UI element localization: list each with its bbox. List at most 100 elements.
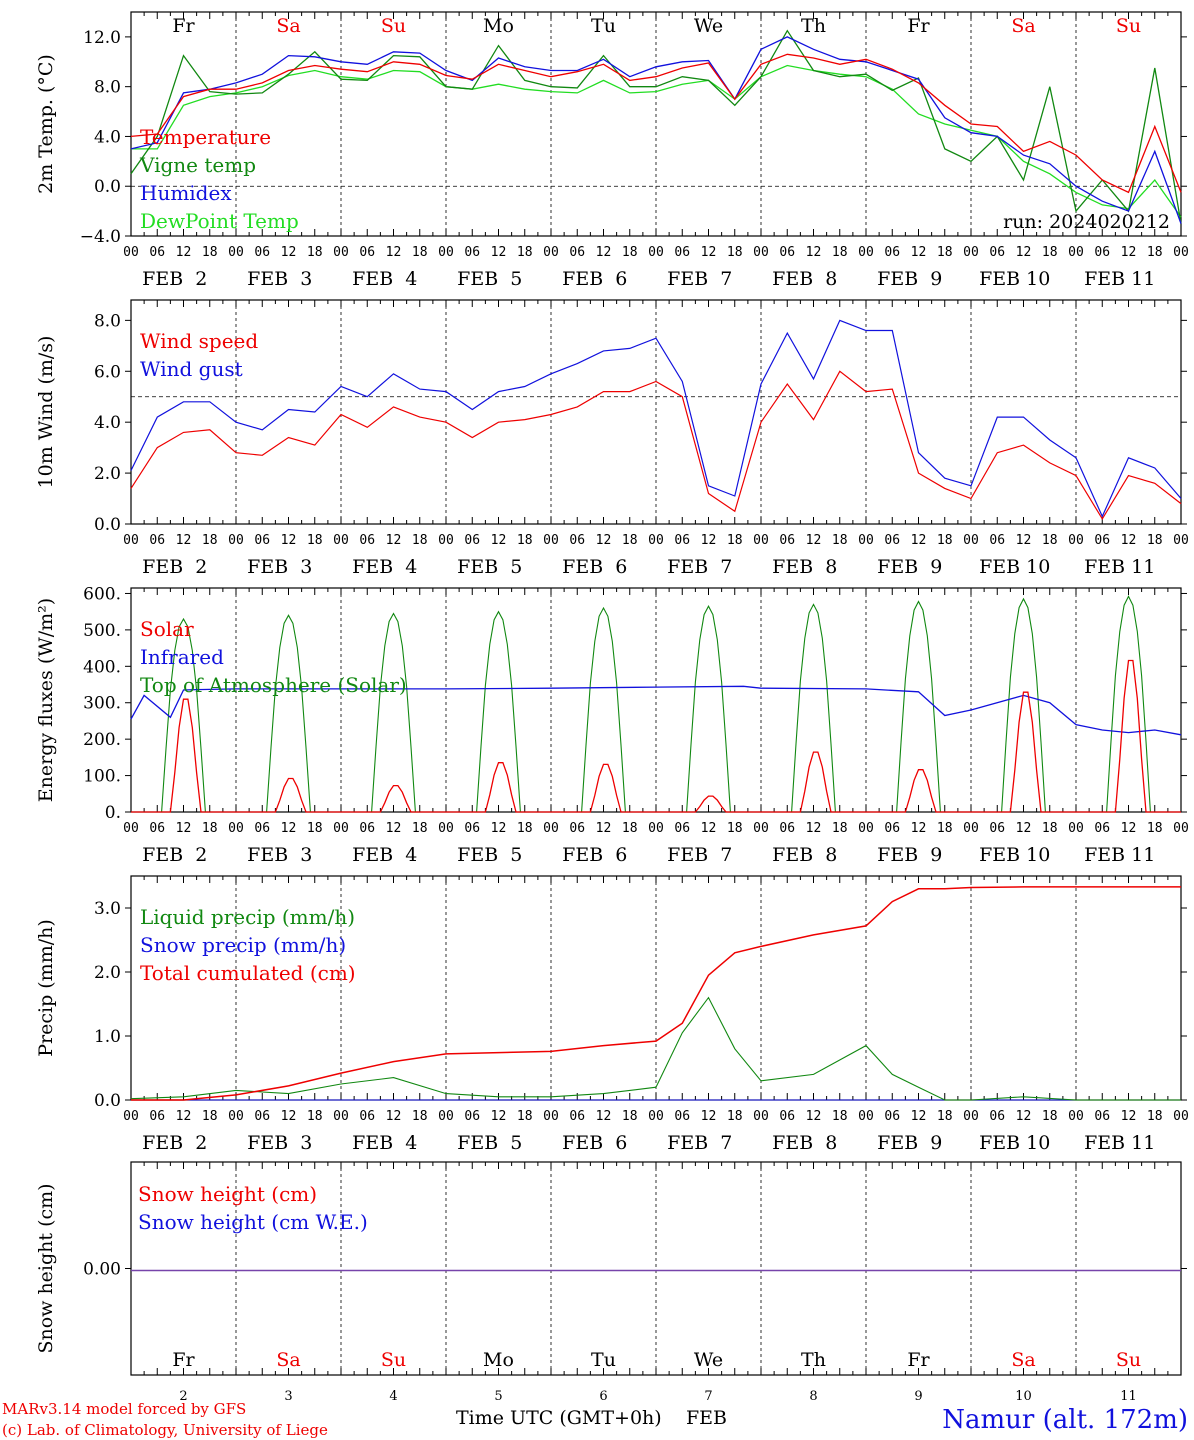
x-axis-month: FEB xyxy=(686,1407,727,1429)
date-label: FEB 7 xyxy=(667,268,732,290)
day-number: 4 xyxy=(389,1389,397,1404)
date-label: FEB 3 xyxy=(247,1132,312,1154)
day-name: Sa xyxy=(276,15,300,37)
date-label: FEB 6 xyxy=(562,556,627,578)
series-infrared xyxy=(130,685,1182,736)
hour-tick-label: 06 xyxy=(569,245,585,260)
panel-5: 0.00 Snow height (cm) Snow height (cm) Snow… xyxy=(35,1161,1187,1404)
hour-tick-label: 00 xyxy=(963,245,979,260)
hour-tick-label: 00 xyxy=(123,1109,139,1124)
hour-tick-label: 18 xyxy=(727,821,743,836)
hour-tick-label: 00 xyxy=(1068,245,1084,260)
hour-tick-label: 06 xyxy=(674,533,690,548)
hour-tick-label: 06 xyxy=(989,821,1005,836)
date-label: FEB 9 xyxy=(877,844,942,866)
day-name: Th xyxy=(801,15,826,37)
hour-tick-label: 18 xyxy=(727,245,743,260)
hour-tick-label: 06 xyxy=(989,1109,1005,1124)
hour-tick-label: 06 xyxy=(989,533,1005,548)
series-wind-speed xyxy=(130,370,1182,521)
hour-tick-label: 00 xyxy=(543,821,559,836)
y-tick-label: 0.0 xyxy=(94,1091,121,1111)
hour-tick-label: 06 xyxy=(359,533,375,548)
hour-tick-label: 00 xyxy=(333,533,349,548)
hour-tick-label: 12 xyxy=(1016,1109,1032,1124)
hour-tick-label: 18 xyxy=(517,821,533,836)
hour-tick-label: 12 xyxy=(386,821,402,836)
day-name: We xyxy=(694,15,723,37)
hour-tick-label: 12 xyxy=(806,1109,822,1124)
hour-tick-label: 12 xyxy=(596,1109,612,1124)
hour-tick-label: 06 xyxy=(569,533,585,548)
date-label: FEB 10 xyxy=(979,1132,1050,1154)
day-number: 8 xyxy=(809,1389,817,1404)
hour-tick-label: 00 xyxy=(543,1109,559,1124)
date-label: FEB 5 xyxy=(457,844,522,866)
day-name: Fr xyxy=(172,1349,195,1371)
hour-tick-label: 18 xyxy=(622,1109,638,1124)
hour-tick-label: 06 xyxy=(884,245,900,260)
legend-snow-precip-mm-h: Snow precip (mm/h) xyxy=(140,933,346,957)
day-name: Su xyxy=(1116,1349,1141,1371)
y-axis-label: Snow height (cm) xyxy=(35,1183,57,1353)
hour-tick-label: 00 xyxy=(753,533,769,548)
y-tick-label: 4.0 xyxy=(94,413,121,433)
y-tick-label: 8.0 xyxy=(94,78,121,98)
hour-tick-label: 06 xyxy=(989,245,1005,260)
hour-tick-label: 00 xyxy=(858,821,874,836)
y-tick-label: 2.0 xyxy=(94,963,121,983)
day-name: Fr xyxy=(907,15,930,37)
legend-humidex: Humidex xyxy=(140,181,232,205)
legend-temperature: Temperature xyxy=(140,125,271,149)
hour-tick-label: 18 xyxy=(832,533,848,548)
hour-tick-label: 00 xyxy=(858,245,874,260)
legend-vigne-temp: Vigne temp xyxy=(139,153,256,177)
hour-tick-label: 00 xyxy=(753,245,769,260)
hour-tick-label: 00 xyxy=(1173,821,1189,836)
date-label: FEB 8 xyxy=(772,556,837,578)
hour-tick-label: 06 xyxy=(1094,533,1110,548)
hour-tick-label: 00 xyxy=(333,821,349,836)
day-name: Su xyxy=(1116,15,1141,37)
hour-tick-label: 06 xyxy=(569,1109,585,1124)
hour-tick-label: 06 xyxy=(464,821,480,836)
y-tick-label: 8.0 xyxy=(94,311,121,331)
hour-tick-label: 18 xyxy=(412,1109,428,1124)
hour-tick-label: 18 xyxy=(202,533,218,548)
hour-tick-label: 12 xyxy=(911,1109,927,1124)
hour-tick-label: 00 xyxy=(753,821,769,836)
y-tick-label: 0.0 xyxy=(94,515,121,535)
hour-tick-label: 00 xyxy=(963,533,979,548)
y-tick-label: 500. xyxy=(83,621,121,641)
hour-tick-label: 12 xyxy=(386,533,402,548)
y-tick-label: 6.0 xyxy=(94,362,121,382)
y-axis-label: 10m Wind (m/s) xyxy=(35,336,57,489)
day-name: Mo xyxy=(483,15,514,37)
series-total-cumulated-cm xyxy=(131,886,1181,1101)
hour-tick-label: 00 xyxy=(333,1109,349,1124)
hour-tick-label: 12 xyxy=(701,1109,717,1124)
panel-4: 3.0 2.0 1.0 0.0 Precip (mm/h) Liquid precip (… xyxy=(35,875,1187,1111)
day-number: 7 xyxy=(704,1389,712,1404)
hour-tick-label: 00 xyxy=(438,821,454,836)
hour-tick-label: 06 xyxy=(884,821,900,836)
date-label: FEB 8 xyxy=(772,1132,837,1154)
model-note: MARv3.14 model forced by GFS xyxy=(2,1400,246,1418)
hour-tick-label: 00 xyxy=(123,821,139,836)
day-number: 2 xyxy=(179,1389,187,1404)
hour-tick-label: 18 xyxy=(202,245,218,260)
hour-tick-label: 18 xyxy=(832,245,848,260)
legend-snow-height-cm-w-e: Snow height (cm W.E.) xyxy=(138,1210,368,1234)
y-tick-label: 400. xyxy=(83,657,121,677)
hour-tick-label: 12 xyxy=(281,533,297,548)
hour-tick-label: 06 xyxy=(1094,821,1110,836)
hour-tick-label: 06 xyxy=(254,1109,270,1124)
day-name: Mo xyxy=(483,1349,514,1371)
date-label: FEB 9 xyxy=(877,268,942,290)
series-vigne-temp xyxy=(130,29,1182,224)
hour-tick-label: 12 xyxy=(491,245,507,260)
hour-tick-label: 06 xyxy=(779,245,795,260)
legend-wind-speed: Wind speed xyxy=(140,329,258,353)
